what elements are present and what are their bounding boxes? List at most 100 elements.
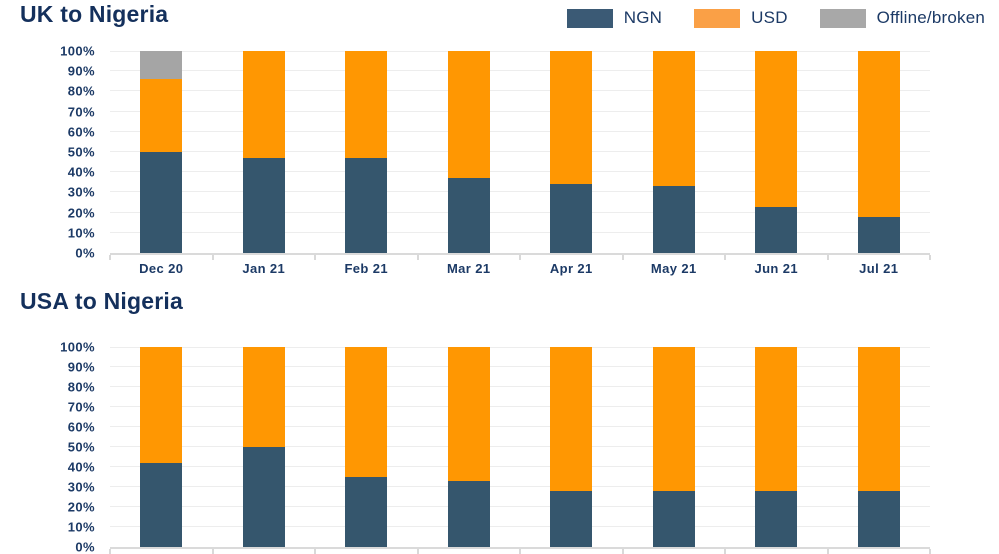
bar-segment-ngn — [345, 477, 388, 547]
y-axis-label: 30% — [67, 184, 95, 200]
axis-tick — [519, 549, 521, 554]
axis-tick — [826, 255, 829, 260]
bar-may-21 — [652, 51, 695, 253]
y-axis-label: 0% — [75, 539, 95, 554]
bar-segment-usd — [447, 51, 490, 179]
bar-segment-ngn — [550, 184, 593, 253]
bar-jul-21 — [857, 347, 900, 547]
axis-tick — [109, 255, 111, 260]
bar-segment-usd — [857, 51, 900, 217]
gridline — [110, 211, 930, 213]
x-axis-label: Dec 20 — [139, 261, 184, 276]
bar-dec-20 — [140, 51, 183, 253]
y-axis-label: 20% — [67, 499, 95, 515]
bar-jan-21 — [242, 347, 285, 547]
y-axis-label: 0% — [75, 245, 95, 261]
x-axis-label: Jan 21 — [242, 261, 286, 276]
y-axis-label: 60% — [67, 419, 95, 435]
bar-mar-21 — [447, 347, 490, 547]
y-axis-label: 50% — [67, 439, 95, 455]
gridline — [110, 90, 930, 92]
bar-segment-ngn — [550, 491, 593, 547]
y-axis-label: 60% — [67, 124, 95, 140]
bar-segment-ngn — [242, 158, 285, 253]
gridline — [110, 70, 930, 72]
gridline — [110, 231, 930, 233]
bar-segment-ngn — [140, 152, 183, 253]
chart-title-usa-to-nigeria: USA to Nigeria — [20, 288, 183, 314]
plot-area — [110, 51, 930, 253]
x-axis-label: Apr 21 — [549, 261, 593, 276]
axis-tick — [211, 549, 214, 554]
bar-jun-21 — [755, 51, 798, 253]
x-axis-label: Feb 21 — [344, 261, 389, 276]
gridline — [110, 130, 930, 132]
bar-apr-21 — [550, 51, 593, 253]
gridline — [110, 366, 930, 367]
legend-label: NGN — [623, 8, 663, 27]
axis-tick — [109, 549, 111, 554]
gridline — [110, 446, 930, 447]
y-axis-label: 90% — [67, 359, 95, 375]
legend: NGN USD Offline/broken — [566, 8, 985, 28]
bar-segment-usd — [242, 51, 285, 159]
axis-tick — [929, 549, 931, 554]
y-axis-label: 10% — [67, 225, 95, 241]
gridline — [110, 191, 930, 193]
axis-tick — [416, 255, 419, 260]
legend-item: Offline/broken — [819, 8, 985, 28]
y-axis-label: 70% — [67, 104, 95, 120]
bar-segment-ngn — [652, 186, 695, 253]
bar-segment-ngn — [447, 178, 490, 253]
bar-segment-usd — [242, 347, 285, 447]
gridline — [110, 506, 930, 507]
y-axis-label: 30% — [67, 479, 95, 495]
bar-segment-usd — [345, 347, 388, 477]
axis-tick — [724, 255, 726, 260]
bar-segment-ngn — [447, 481, 490, 547]
x-axis-label: Mar 21 — [446, 261, 491, 276]
y-axis-label: 90% — [67, 63, 95, 79]
axis-tick — [519, 255, 521, 260]
gridline — [110, 171, 930, 173]
bar-segment-usd — [140, 347, 183, 463]
bar-segment-usd — [755, 347, 798, 491]
legend-swatch-usd — [694, 8, 741, 28]
gridline — [110, 466, 930, 467]
bar-segment-ngn — [345, 158, 388, 253]
bar-segment-ngn — [857, 491, 900, 547]
bar-apr-21 — [550, 347, 593, 547]
axis-tick — [929, 255, 931, 260]
y-axis-label: 50% — [67, 144, 95, 160]
bar-segment-ngn — [755, 206, 798, 253]
bar-segment-ngn — [857, 216, 900, 253]
bar-segment-usd — [550, 347, 593, 491]
x-axis-label: Jun 21 — [754, 261, 799, 276]
y-axis-label: 80% — [67, 83, 95, 99]
gridline — [110, 526, 930, 527]
axis-tick — [314, 255, 316, 260]
axis-tick — [724, 549, 726, 554]
bar-segment-ngn — [140, 463, 183, 547]
y-axis-label: 100% — [60, 339, 95, 355]
bar-segment-offline-broken — [140, 51, 183, 80]
legend-swatch-ngn — [566, 8, 613, 28]
x-axis-label: Jul 21 — [859, 261, 899, 276]
bar-jul-21 — [857, 51, 900, 253]
y-axis-label: 100% — [60, 43, 95, 59]
gridline — [110, 347, 930, 348]
gridline — [110, 386, 930, 387]
bar-segment-usd — [652, 347, 695, 491]
chart-title-uk-to-nigeria: UK to Nigeria — [20, 1, 169, 27]
y-axis-label: 10% — [67, 519, 95, 535]
bar-segment-ngn — [242, 447, 285, 547]
y-axis-label: 80% — [67, 379, 95, 395]
x-axis-line — [109, 253, 931, 261]
bar-feb-21 — [345, 51, 388, 253]
bar-segment-usd — [447, 347, 490, 481]
axis-tick — [621, 255, 624, 260]
y-axis: 0% 10% 20% 30% 40% 50% 60% 70% 80% 90% 100% — [0, 44, 110, 261]
bar-segment-usd — [345, 51, 388, 159]
bar-feb-21 — [345, 347, 388, 547]
